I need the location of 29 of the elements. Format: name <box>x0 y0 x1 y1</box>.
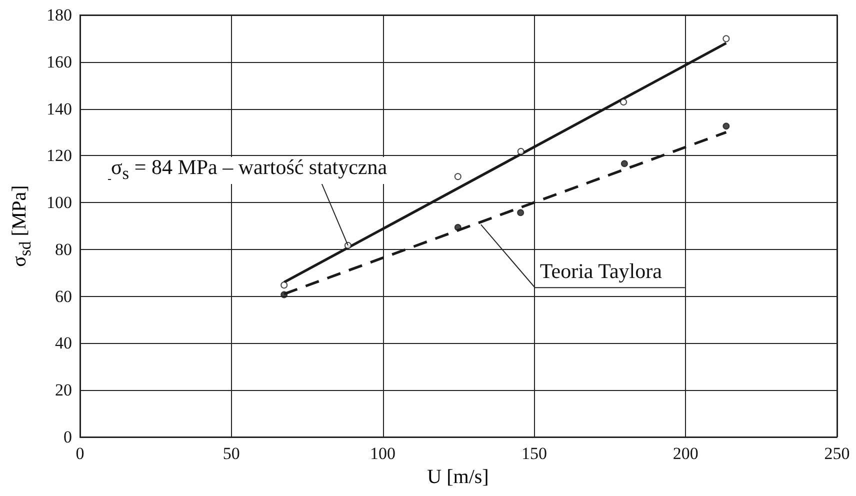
y-tick-label: 120 <box>46 146 72 166</box>
x-tick-label: 200 <box>672 444 698 463</box>
point <box>280 282 288 289</box>
x-tick-label: 0 <box>76 444 84 463</box>
x-tick-label: 50 <box>222 444 240 463</box>
y-tick-label: 100 <box>46 193 72 212</box>
point <box>620 160 628 168</box>
annotation: σ$_{s}$ = 84 MPa – wartość statyczna <box>110 155 388 184</box>
x-axis-title: U [m/s] <box>427 466 489 489</box>
y-tick-label: 180 <box>46 6 72 24</box>
y-tick-label: 160 <box>46 52 72 72</box>
y-tick-label: 0 <box>64 428 72 446</box>
x-tick-label: 150 <box>521 444 547 463</box>
y-tick-label: 60 <box>55 286 72 306</box>
y-tick-label: 20 <box>55 380 72 400</box>
point <box>722 35 730 42</box>
point <box>620 98 628 106</box>
point <box>722 122 730 130</box>
point <box>454 224 462 231</box>
point <box>517 209 524 216</box>
point <box>280 291 288 298</box>
y-tick-label: 140 <box>46 99 72 118</box>
y-tick-label: 80 <box>55 240 72 259</box>
y-tick-label: 40 <box>55 334 72 353</box>
x-tick-label: 250 <box>824 444 850 463</box>
point <box>454 173 462 180</box>
annotation: Teoria Taylora <box>540 258 662 283</box>
point <box>517 148 524 155</box>
x-tick-label: 100 <box>370 444 396 463</box>
